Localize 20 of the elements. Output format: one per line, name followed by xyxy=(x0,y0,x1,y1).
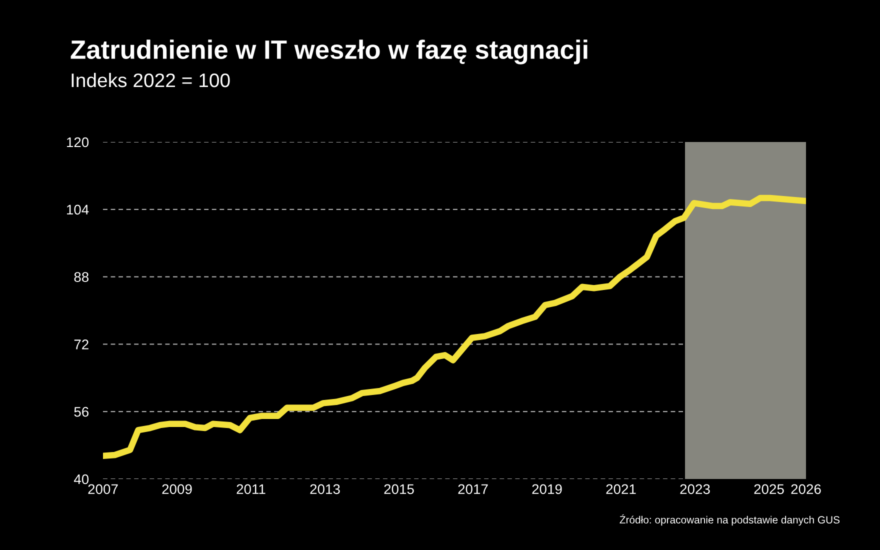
chart-title: Zatrudnienie w IT weszło w fazę stagnacji xyxy=(70,40,588,64)
y-tick-label: 104 xyxy=(67,204,89,215)
y-tick-label: 88 xyxy=(74,272,89,282)
x-tick-label: 2017 xyxy=(458,484,488,494)
x-tick-label: 2007 xyxy=(88,484,118,494)
x-tick-label: 2025 xyxy=(754,484,784,494)
y-tick-label: 72 xyxy=(74,340,88,350)
chart-subtitle: Indeks 2022 = 100 xyxy=(72,72,230,88)
x-tick-label: 2019 xyxy=(532,484,562,494)
y-tick-label: 56 xyxy=(74,406,88,417)
x-tick-label: 2023 xyxy=(680,484,710,494)
x-tick-label: 2015 xyxy=(384,484,414,494)
x-tick-label: 2026 xyxy=(791,484,821,494)
text: Źródło: opracowanie na podstawie danych GUS xyxy=(620,514,840,526)
x-tick-label: 2009 xyxy=(162,484,192,494)
y-tick-label: 40 xyxy=(74,474,89,484)
y-tick-label: 120 xyxy=(67,137,89,148)
x-tick-label: 2021 xyxy=(606,484,636,494)
x-tick-label: 2011 xyxy=(236,484,266,494)
x-tick-label: 2013 xyxy=(310,484,340,494)
